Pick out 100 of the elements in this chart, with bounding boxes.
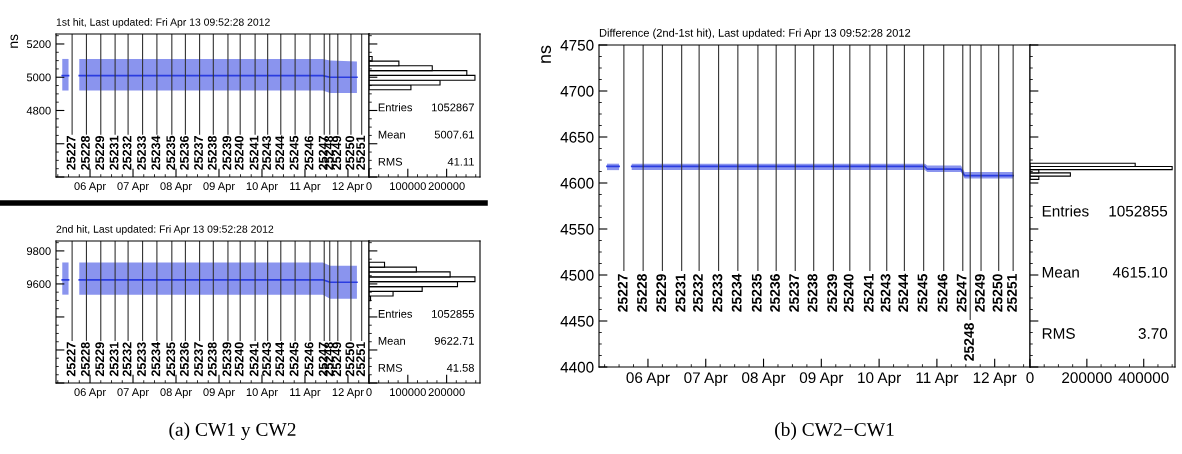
x-tick-label: 10 Apr bbox=[246, 388, 278, 399]
annotation: Mean bbox=[378, 130, 405, 139]
ref-line-label: 25227 bbox=[66, 136, 76, 170]
ref-line-label: 25248 bbox=[964, 323, 974, 361]
ref-line-label: 25233 bbox=[712, 274, 723, 312]
annotation: 3.70 bbox=[1138, 328, 1168, 339]
ref-line-label: 25249 bbox=[332, 135, 342, 170]
chart-title: 2nd hit, Last updated: Fri Apr 13 09:52:28 2012 bbox=[56, 225, 274, 235]
y-tick-label: 4450 bbox=[560, 315, 594, 327]
ref-line-label: 25237 bbox=[789, 274, 799, 312]
ref-line-label: 25234 bbox=[151, 135, 161, 170]
x-tick-label: 07 Apr bbox=[117, 388, 149, 399]
x-tick-label: 11 Apr bbox=[290, 388, 321, 399]
text: (b) CW2−CW1 bbox=[775, 422, 894, 440]
ref-line-label: 25237 bbox=[194, 136, 203, 170]
ref-line-label: 25246 bbox=[304, 342, 314, 377]
x-tick-label: 0 bbox=[1026, 372, 1034, 384]
annotation: RMS bbox=[378, 157, 403, 166]
x-tick-label: 200000 bbox=[428, 388, 465, 397]
annotation: RMS bbox=[378, 363, 403, 372]
ref-line-label: 25231 bbox=[675, 274, 686, 312]
ref-line-label: 25239 bbox=[222, 342, 232, 377]
annotation: Entries bbox=[1042, 205, 1089, 217]
x-tick-label: 09 Apr bbox=[203, 388, 235, 399]
ref-line-label: 25238 bbox=[207, 135, 217, 170]
ref-line-label: 25227 bbox=[617, 274, 628, 312]
ref-line-label: 25244 bbox=[275, 135, 285, 170]
ref-line-label: 25239 bbox=[222, 135, 232, 170]
ref-line-label: 25243 bbox=[880, 274, 891, 312]
annotation: 41.58 bbox=[446, 363, 474, 372]
ref-line-label: 25240 bbox=[234, 136, 244, 170]
ref-line-label: 25231 bbox=[109, 135, 119, 170]
annotation: 5007.61 bbox=[434, 130, 474, 139]
ref-line-label: 25241 bbox=[863, 274, 874, 312]
ref-line-label: 25237 bbox=[194, 342, 203, 377]
x-tick-label: 12 Apr bbox=[332, 182, 364, 193]
annotation: 1052867 bbox=[432, 103, 474, 112]
x-tick-label: 08 Apr bbox=[160, 182, 192, 193]
ref-line-label: 25247 bbox=[956, 274, 967, 312]
ref-line-label: 25243 bbox=[262, 342, 272, 377]
ref-line-label: 25243 bbox=[262, 135, 272, 170]
y-tick-label: 4600 bbox=[560, 177, 594, 189]
x-tick-label: 0 bbox=[366, 388, 372, 397]
y-tick-label: 4750 bbox=[560, 39, 594, 51]
annotation: 1052855 bbox=[1109, 205, 1168, 217]
x-tick-label: 200000 bbox=[1062, 372, 1112, 384]
y-tick-label: 4400 bbox=[560, 361, 594, 373]
x-tick-label: 08 Apr bbox=[160, 388, 192, 399]
ref-line-label: 25232 bbox=[122, 136, 132, 170]
x-tick-label: 10 Apr bbox=[246, 182, 278, 193]
x-tick-label: 06 Apr bbox=[74, 182, 106, 193]
x-tick-label: 100000 bbox=[390, 388, 426, 397]
ref-line-label: 25251 bbox=[356, 342, 366, 377]
y-axis-title: ns bbox=[541, 45, 552, 63]
chart-title: 1st hit, Last updated: Fri Apr 13 09:52:28 2012 bbox=[56, 18, 270, 28]
ref-line-label: 25235 bbox=[751, 274, 762, 312]
x-tick-label: 07 Apr bbox=[117, 182, 149, 193]
y-tick-label: 4500 bbox=[560, 269, 594, 281]
x-tick-label: 10 Apr bbox=[858, 372, 901, 387]
ref-line-label: 25250 bbox=[992, 274, 1003, 312]
ref-line-label: 25236 bbox=[770, 274, 780, 312]
y-tick-label: 4550 bbox=[560, 223, 594, 235]
annotation: 41.11 bbox=[447, 157, 474, 166]
y-axis-title: ns bbox=[10, 34, 19, 48]
ref-line-label: 25240 bbox=[234, 342, 244, 377]
ref-line-label: 25236 bbox=[179, 135, 189, 170]
ref-line-label: 25246 bbox=[937, 274, 948, 312]
ref-line-label: 25227 bbox=[66, 342, 76, 377]
ref-line-label: 25251 bbox=[1007, 274, 1017, 312]
ref-line-label: 25233 bbox=[137, 135, 146, 170]
ref-line-label: 25244 bbox=[898, 273, 909, 312]
ref-line-label: 25239 bbox=[827, 274, 838, 312]
y-tick-label: 5200 bbox=[26, 40, 51, 49]
ref-line-label: 25251 bbox=[356, 135, 366, 170]
annotation: RMS bbox=[1042, 328, 1075, 339]
y-tick-label: 4700 bbox=[560, 85, 594, 97]
annotation: 9622.71 bbox=[434, 336, 474, 345]
ref-line-label: 25238 bbox=[807, 274, 818, 312]
ref-line-label: 25232 bbox=[693, 274, 703, 312]
x-tick-label: 12 Apr bbox=[973, 372, 1017, 387]
ref-line-label: 25249 bbox=[332, 342, 342, 377]
ref-line-label: 25234 bbox=[731, 273, 742, 312]
x-tick-label: 11 Apr bbox=[290, 182, 321, 193]
x-tick-label: 07 Apr bbox=[684, 372, 728, 387]
ref-line-label: 25232 bbox=[122, 342, 132, 377]
text: (a) CW1 y CW2 bbox=[169, 422, 296, 440]
ref-line-label: 25231 bbox=[109, 342, 119, 377]
ref-line-label: 25241 bbox=[249, 342, 259, 377]
ref-line-label: 25228 bbox=[80, 135, 90, 170]
ref-line-label: 25241 bbox=[249, 135, 259, 170]
x-tick-label: 09 Apr bbox=[799, 372, 844, 387]
y-tick-label: 9800 bbox=[26, 247, 51, 256]
y-tick-label: 9600 bbox=[26, 280, 51, 289]
annotation: Mean bbox=[1042, 267, 1079, 278]
annotation: 4615.10 bbox=[1112, 266, 1168, 278]
ref-line-label: 25245 bbox=[289, 135, 299, 170]
ref-line-label: 25240 bbox=[843, 274, 854, 312]
ref-line-label: 25235 bbox=[166, 342, 176, 377]
x-tick-label: 12 Apr bbox=[332, 388, 364, 399]
x-tick-label: 06 Apr bbox=[626, 372, 670, 387]
